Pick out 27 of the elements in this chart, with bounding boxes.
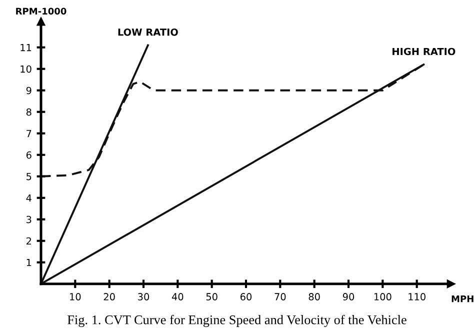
y-tick-label: 10 xyxy=(20,65,32,73)
y-tick-label: 5 xyxy=(26,172,32,180)
x-tick-label: 80 xyxy=(308,293,320,300)
y-tick-label: 11 xyxy=(20,44,32,52)
y-tick-label: 9 xyxy=(26,86,32,94)
y-tick-label: 3 xyxy=(26,216,32,224)
x-tick-label: 50 xyxy=(206,293,218,300)
series-label: HIGH RATIO xyxy=(392,48,456,56)
x-tick-label: 70 xyxy=(274,293,286,300)
x-tick-label: 40 xyxy=(172,293,184,300)
y-tick-label: 4 xyxy=(26,194,32,202)
series-label: LOW RATIO xyxy=(118,28,178,36)
y-tick-label: 6 xyxy=(26,151,32,159)
x-tick-label: 100 xyxy=(374,293,392,300)
x-tick-label: 10 xyxy=(70,293,81,300)
y-tick-label: 8 xyxy=(26,108,32,116)
caption: Fig. 1. CVT Curve for Engine Speed and Velocity of the Vehicle xyxy=(68,314,406,328)
y-axis-title: RPM-1000 xyxy=(16,8,66,15)
y-tick-label: 2 xyxy=(26,237,31,245)
x-axis-title: MPH xyxy=(452,296,474,302)
y-tick-label: 1 xyxy=(26,258,32,266)
x-tick-label: 90 xyxy=(342,293,354,300)
x-tick-label: 110 xyxy=(408,293,426,300)
x-tick-label: 60 xyxy=(240,293,252,300)
y-tick-label: 7 xyxy=(26,130,32,138)
x-tick-label: 20 xyxy=(104,293,115,300)
x-tick-label: 30 xyxy=(138,293,150,300)
